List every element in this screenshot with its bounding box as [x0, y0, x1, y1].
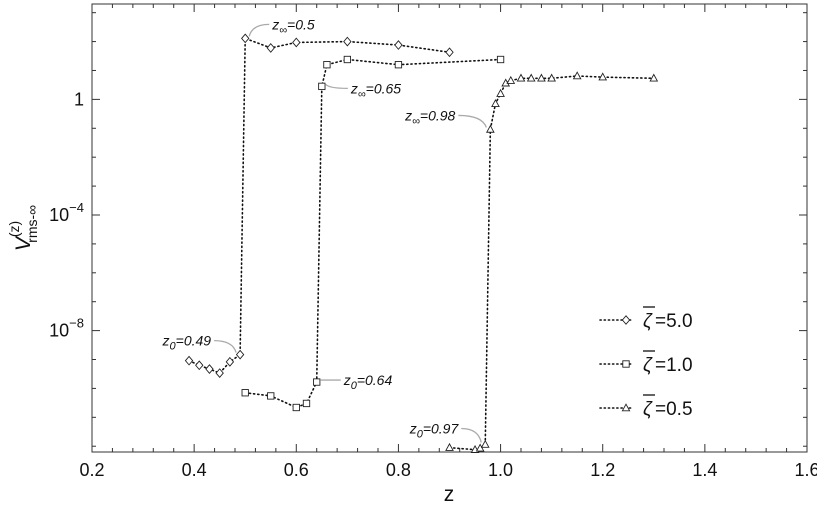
plot-frame: [91, 3, 808, 453]
y-tick-label: 10−8: [49, 316, 84, 341]
annotation-leader: [248, 23, 270, 37]
x-tick-label: 0.2: [79, 460, 104, 480]
annotations: z∞=0.5 z∞=0.65z∞=0.98 z0=0.49 z0=0.64 z0=0.9…: [162, 16, 487, 443]
data-point-diamond: [343, 36, 352, 47]
x-tick-label: 0.4: [182, 460, 207, 480]
data-point-triangle: [491, 98, 500, 107]
legend-symbol: ζ: [643, 399, 653, 420]
x-tick-label: 1.0: [488, 460, 513, 480]
series-lines: [188, 37, 655, 451]
x-tick-label: 1.4: [692, 460, 717, 480]
data-point-diamond: [445, 47, 454, 58]
annotation-label: z0=0.64: [343, 372, 393, 392]
data-point-diamond: [394, 40, 403, 50]
y-axis-title-sub: rms-∞: [24, 205, 40, 243]
data-point-square: [267, 392, 275, 400]
data-point-triangle: [537, 73, 546, 82]
data-point-triangle: [506, 75, 516, 84]
y-axis-title-main: V: [12, 235, 35, 251]
axis-ticks: 0.2 0.4 0.6 0.8 1.0 1.2 1.4 1.6 1 10−4 10−8: [49, 4, 817, 480]
legend-marker-square: [622, 360, 630, 368]
data-point-diamond: [225, 356, 235, 367]
annotation-label: z0=0.97: [409, 420, 460, 440]
data-point-square: [241, 389, 249, 397]
annotation-leader: [325, 83, 348, 90]
data-point-diamond: [241, 33, 250, 44]
data-point-square: [323, 61, 331, 69]
data-point-square: [318, 82, 326, 91]
data-point-diamond: [266, 43, 275, 53]
annotation-label: z∞=0.98: [404, 107, 455, 127]
data-point-diamond: [292, 37, 301, 48]
data-point-square: [343, 55, 352, 64]
annotation-label: z0=0.49: [162, 333, 212, 353]
y-tick-label: 10−4: [49, 200, 84, 225]
annotation-label: z∞=0.65: [350, 80, 401, 100]
series-line-triangle: [448, 75, 655, 451]
data-point-triangle: [526, 73, 536, 82]
legend-symbol: ζ: [643, 311, 653, 332]
legend-marker-triangle: [621, 403, 631, 412]
data-point-diamond: [195, 360, 204, 371]
x-axis-title: z: [444, 483, 455, 506]
data-point-triangle: [485, 124, 495, 133]
legend-label: =0.5: [655, 399, 693, 420]
data-point-square: [313, 378, 321, 386]
series-markers: [184, 33, 659, 453]
y-axis-title-sup: (z): [6, 221, 22, 237]
data-point-triangle: [547, 73, 557, 82]
data-point-diamond: [215, 368, 224, 378]
legend: ζ =5.0ζ =1.0ζ =0.5: [599, 306, 693, 420]
data-point-triangle: [480, 439, 490, 448]
x-tick-label: 1.6: [794, 460, 817, 480]
data-point-square: [394, 61, 403, 69]
annotation-label: z∞=0.5: [271, 16, 315, 36]
legend-symbol: ζ: [643, 355, 653, 376]
data-point-triangle: [475, 443, 485, 452]
data-point-diamond: [184, 355, 194, 366]
y-tick-label: 1: [74, 89, 84, 109]
data-point-triangle: [572, 71, 582, 80]
annotation-leader: [458, 114, 487, 128]
data-point-square: [302, 399, 311, 408]
series-line-square: [244, 58, 502, 409]
data-point-triangle: [649, 73, 659, 82]
legend-label: =5.0: [655, 311, 693, 332]
data-point-triangle: [445, 442, 454, 451]
data-point-triangle: [496, 88, 505, 97]
svg-text:V(z)rms-∞: V(z) rms-∞: [6, 205, 40, 251]
x-tick-label: 0.8: [386, 460, 411, 480]
x-tick-label: 1.2: [590, 460, 615, 480]
annotation-leader: [214, 339, 237, 353]
y-axis-title: V(z) rms-∞: [6, 205, 40, 251]
legend-label: =1.0: [655, 355, 693, 376]
x-tick-label: 0.6: [284, 460, 309, 480]
data-point-triangle: [598, 72, 608, 81]
data-point-diamond: [205, 364, 214, 374]
legend-marker-diamond: [621, 315, 631, 325]
data-point-triangle: [516, 73, 526, 82]
annotation-leader: [461, 427, 482, 443]
data-point-square: [496, 55, 505, 64]
data-point-diamond: [235, 349, 245, 360]
data-point-square: [292, 403, 300, 412]
